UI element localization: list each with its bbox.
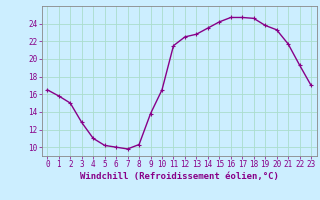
X-axis label: Windchill (Refroidissement éolien,°C): Windchill (Refroidissement éolien,°C) [80,172,279,181]
